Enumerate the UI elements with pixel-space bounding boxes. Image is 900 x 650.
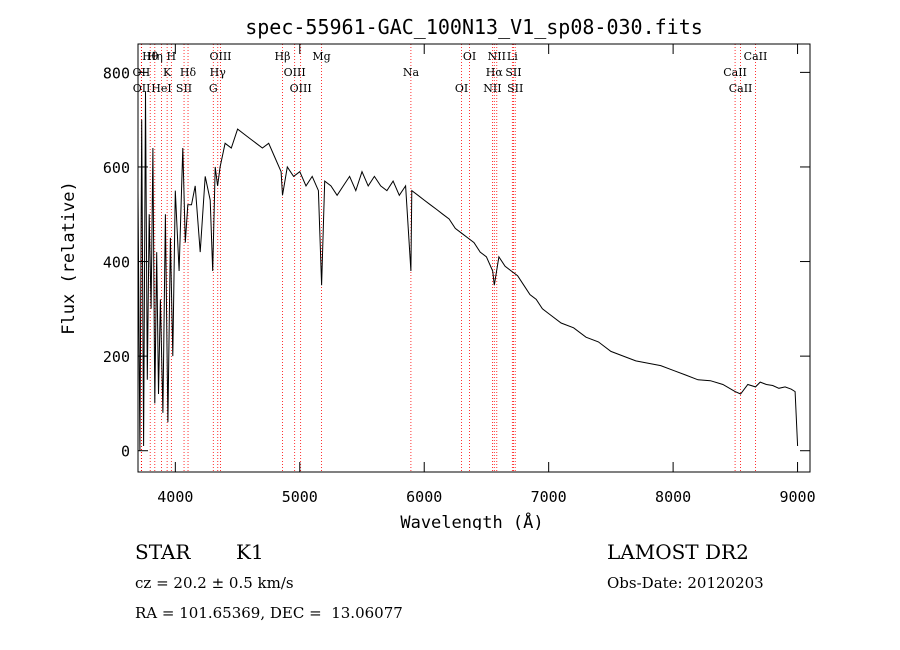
spectral-line-label: SII — [176, 82, 192, 95]
spectral-line-label: CaII — [729, 82, 753, 95]
spectral-line-label: NII — [483, 82, 501, 95]
y-tick-label: 600 — [103, 159, 130, 177]
spectral-line-label: Li — [507, 50, 518, 63]
spectral-line-label: OIII — [284, 66, 306, 79]
x-axis-label: Wavelength (Å) — [400, 511, 543, 530]
x-axis: 4000 5000 6000 7000 8000 9000 — [157, 44, 816, 506]
spectral-line-label: CaII — [723, 66, 747, 79]
x-tick-label: 6000 — [406, 488, 442, 506]
redshift-text: cz = 20.2 ± 0.5 km/s — [135, 574, 294, 592]
plot-frame — [137, 43, 811, 473]
y-tick-label: 200 — [103, 348, 130, 366]
spectral-line-label: CaII — [744, 50, 768, 63]
x-tick-label: 8000 — [655, 488, 691, 506]
spectrum-chart: spec-55961-GAC_100N13_V1_sp08-030.fits H… — [59, 15, 816, 530]
spectral-line-label: OIII — [209, 50, 231, 63]
spectral-line-labels: HθOIIOIIHηKHeIHHδSIIOIIIHγGHβOIIIOIIIMgN… — [133, 50, 768, 95]
y-axis-label: Flux (relative) — [59, 181, 79, 335]
x-tick-label: 7000 — [531, 488, 567, 506]
spectral-line-label: K — [163, 66, 172, 79]
y-tick-label: 800 — [103, 64, 130, 82]
spectral-line-label: H — [167, 50, 177, 63]
spectral-line-markers — [140, 44, 756, 472]
spectral-line-label: OII — [133, 82, 151, 95]
spectral-line-label: Hα — [486, 66, 504, 79]
spectral-line-label: Hη — [147, 50, 163, 63]
spectrum-line — [137, 91, 799, 451]
spectral-line-label: G — [209, 82, 218, 95]
coordinates: RA = 101.65369, DEC = 13.06077 — [135, 604, 403, 622]
obs-date: Obs-Date: 20120203 — [607, 574, 764, 592]
survey-name: LAMOST DR2 — [607, 540, 749, 564]
spectral-line-label: Hθ — [142, 50, 159, 63]
spectral-line-label: OI — [455, 82, 468, 95]
y-tick-label: 0 — [121, 443, 130, 461]
chart-title: spec-55961-GAC_100N13_V1_sp08-030.fits — [245, 15, 703, 39]
x-tick-label: 4000 — [157, 488, 193, 506]
spectral-line-label: SII — [507, 82, 523, 95]
y-axis: 0 200 400 600 800 — [103, 64, 810, 461]
spectral-line-label: HeI — [151, 82, 171, 95]
y-tick-label: 400 — [103, 254, 130, 272]
spectral-line-label: SII — [505, 66, 521, 79]
spectral-line-label: Hδ — [180, 66, 197, 79]
object-class: STAR — [135, 540, 191, 564]
x-tick-label: 5000 — [282, 488, 318, 506]
spectral-line-label: OIII — [290, 82, 312, 95]
spectral-line-label: Hβ — [275, 50, 291, 63]
object-subclass: K1 — [236, 540, 264, 564]
spectral-line-label: Hγ — [210, 66, 227, 79]
spectral-line-label: Na — [403, 66, 420, 79]
spectral-line-label: Mg — [312, 50, 330, 63]
x-tick-label: 9000 — [779, 488, 815, 506]
spectral-line-label: NII — [488, 50, 506, 63]
spectral-line-label: OI — [463, 50, 476, 63]
